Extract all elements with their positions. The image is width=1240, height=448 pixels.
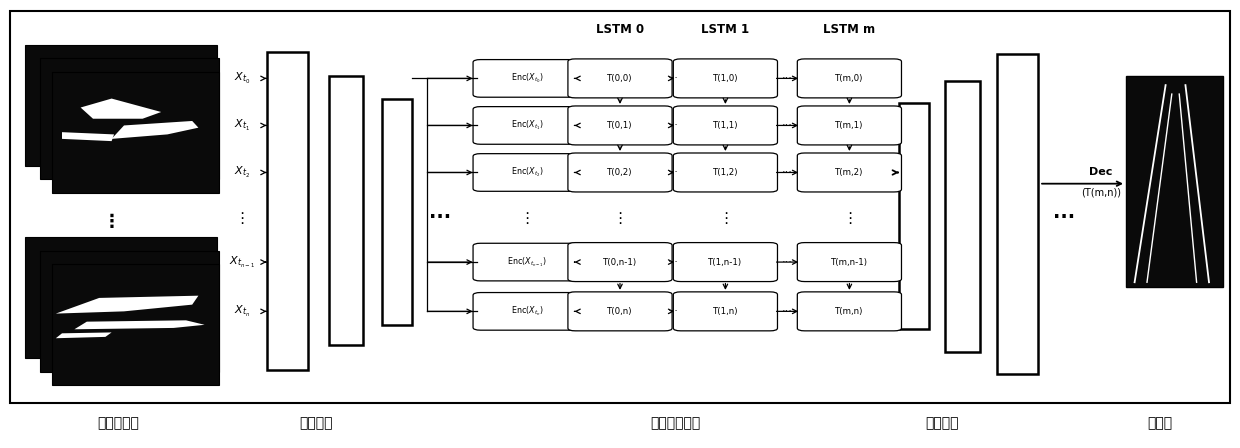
FancyBboxPatch shape: [474, 60, 580, 97]
Text: ···: ···: [667, 121, 678, 130]
Bar: [899, 103, 929, 329]
FancyBboxPatch shape: [568, 59, 672, 98]
Text: ···: ···: [782, 257, 792, 267]
Text: T(m,n-1): T(m,n-1): [831, 258, 868, 267]
FancyBboxPatch shape: [10, 11, 1230, 403]
Text: ···: ···: [782, 73, 792, 83]
Text: LSTM 0: LSTM 0: [596, 22, 644, 36]
Bar: [997, 54, 1038, 374]
Text: T(0,2): T(0,2): [608, 168, 632, 177]
Text: $X_{t_n}$: $X_{t_n}$: [233, 304, 250, 319]
Bar: [329, 76, 363, 345]
Bar: [40, 251, 219, 372]
Polygon shape: [112, 121, 198, 139]
FancyBboxPatch shape: [474, 154, 580, 191]
Text: ···: ···: [667, 168, 678, 177]
Text: ⋮: ⋮: [103, 213, 120, 231]
FancyBboxPatch shape: [797, 292, 901, 331]
FancyBboxPatch shape: [474, 293, 580, 330]
Text: T(1,0): T(1,0): [713, 74, 738, 83]
Text: T(0,n): T(0,n): [608, 307, 632, 316]
FancyBboxPatch shape: [673, 106, 777, 145]
Text: T(m,2): T(m,2): [836, 168, 863, 177]
FancyBboxPatch shape: [797, 106, 901, 145]
Text: ⋮: ⋮: [613, 211, 627, 226]
FancyBboxPatch shape: [797, 153, 901, 192]
Text: ···: ···: [667, 306, 678, 316]
Text: T(0,n-1): T(0,n-1): [603, 258, 637, 267]
Text: ⋮: ⋮: [842, 211, 857, 226]
Bar: [52, 72, 219, 193]
Text: ···: ···: [667, 257, 678, 267]
Text: T(m,n): T(m,n): [836, 307, 863, 316]
Text: Enc($X_{t_0}$): Enc($X_{t_0}$): [511, 72, 543, 85]
Text: 连续帧图像: 连续帧图像: [97, 416, 139, 431]
Text: T(1,n): T(1,n): [713, 307, 738, 316]
Polygon shape: [56, 332, 112, 338]
Text: ···: ···: [667, 73, 678, 83]
Bar: [25, 237, 217, 358]
Polygon shape: [62, 132, 114, 141]
Text: 递归神经网络: 递归神经网络: [651, 416, 701, 431]
Text: (T(m,n)): (T(m,n)): [1081, 188, 1121, 198]
FancyBboxPatch shape: [568, 106, 672, 145]
Polygon shape: [81, 99, 161, 119]
FancyBboxPatch shape: [797, 59, 901, 98]
Text: T(0,0): T(0,0): [608, 74, 632, 83]
Text: $X_{t_2}$: $X_{t_2}$: [234, 165, 249, 180]
FancyBboxPatch shape: [673, 242, 777, 282]
Text: ⋮: ⋮: [520, 211, 534, 226]
Bar: [382, 99, 412, 325]
Bar: [52, 264, 219, 385]
Text: ···: ···: [429, 208, 451, 227]
Text: $X_{t_{n-1}}$: $X_{t_{n-1}}$: [228, 254, 255, 270]
Text: ···: ···: [782, 306, 792, 316]
FancyBboxPatch shape: [673, 59, 777, 98]
Text: ···: ···: [782, 168, 792, 177]
Text: LSTM 1: LSTM 1: [702, 22, 749, 36]
Polygon shape: [74, 320, 205, 329]
Polygon shape: [56, 296, 198, 314]
Text: LSTM m: LSTM m: [823, 22, 875, 36]
Text: ⋮: ⋮: [718, 211, 733, 226]
Bar: [25, 45, 217, 166]
Text: T(1,2): T(1,2): [713, 168, 738, 177]
Bar: [1126, 76, 1223, 287]
Text: T(m,0): T(m,0): [836, 74, 863, 83]
Bar: [267, 52, 308, 370]
Text: T(0,1): T(0,1): [608, 121, 632, 130]
FancyBboxPatch shape: [797, 242, 901, 282]
Text: Enc($X_{t_2}$): Enc($X_{t_2}$): [511, 166, 543, 179]
Text: T(1,n-1): T(1,n-1): [708, 258, 743, 267]
Text: $X_{t_0}$: $X_{t_0}$: [233, 71, 250, 86]
Text: ⋮: ⋮: [234, 211, 249, 226]
Text: T(m,1): T(m,1): [836, 121, 863, 130]
FancyBboxPatch shape: [474, 243, 580, 281]
Text: ···: ···: [782, 121, 792, 130]
Text: Dec: Dec: [1090, 168, 1112, 177]
FancyBboxPatch shape: [568, 153, 672, 192]
Text: T(1,1): T(1,1): [713, 121, 738, 130]
FancyBboxPatch shape: [568, 242, 672, 282]
Text: $X_{t_1}$: $X_{t_1}$: [234, 118, 249, 133]
Text: Enc($X_{t_{n-1}}$): Enc($X_{t_{n-1}}$): [507, 255, 547, 269]
Text: Enc($X_{t_1}$): Enc($X_{t_1}$): [511, 119, 543, 132]
Bar: [945, 81, 980, 352]
FancyBboxPatch shape: [673, 292, 777, 331]
FancyBboxPatch shape: [673, 153, 777, 192]
Text: 解码网络: 解码网络: [925, 416, 960, 431]
Bar: [40, 58, 219, 179]
FancyBboxPatch shape: [568, 292, 672, 331]
Text: Enc($X_{t_n}$): Enc($X_{t_n}$): [511, 305, 543, 318]
Text: 车道线: 车道线: [1147, 416, 1172, 431]
FancyBboxPatch shape: [474, 107, 580, 144]
Text: 编码网络: 编码网络: [299, 416, 334, 431]
Text: ···: ···: [1053, 208, 1075, 227]
